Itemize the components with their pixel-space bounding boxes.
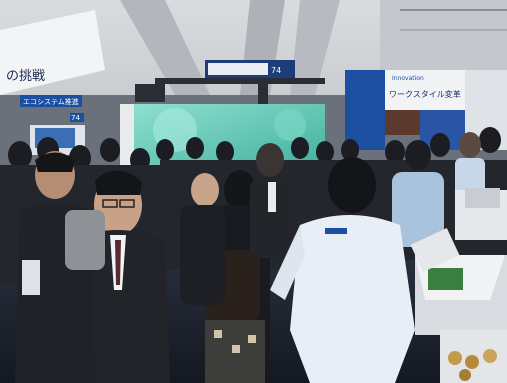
left-banner <box>0 10 105 95</box>
right-booth-title: ワークスタイル変革 <box>389 89 461 99</box>
person-white-shirt-foreground <box>270 157 415 383</box>
top-left-panel <box>20 95 82 107</box>
top-left-panel-number: 74 <box>71 114 80 122</box>
ceiling-beam <box>120 0 210 95</box>
right-booth-pillar <box>345 70 385 150</box>
truss <box>155 78 325 84</box>
top-left-panel-text: エコシステム推進 <box>23 97 79 106</box>
ceiling-beam <box>290 0 340 95</box>
right-booth-screen <box>385 110 420 135</box>
tablet-display <box>410 227 460 273</box>
person-light-shirt-right <box>392 140 444 247</box>
hanging-sign-number: 74 <box>271 66 281 75</box>
person-gray-suit <box>250 143 295 258</box>
person-glasses-left <box>180 173 225 305</box>
person-light-gray-suit <box>65 210 105 270</box>
right-booth-header: Innovation <box>392 75 424 82</box>
left-banner-text: の挑戦 <box>6 69 45 84</box>
